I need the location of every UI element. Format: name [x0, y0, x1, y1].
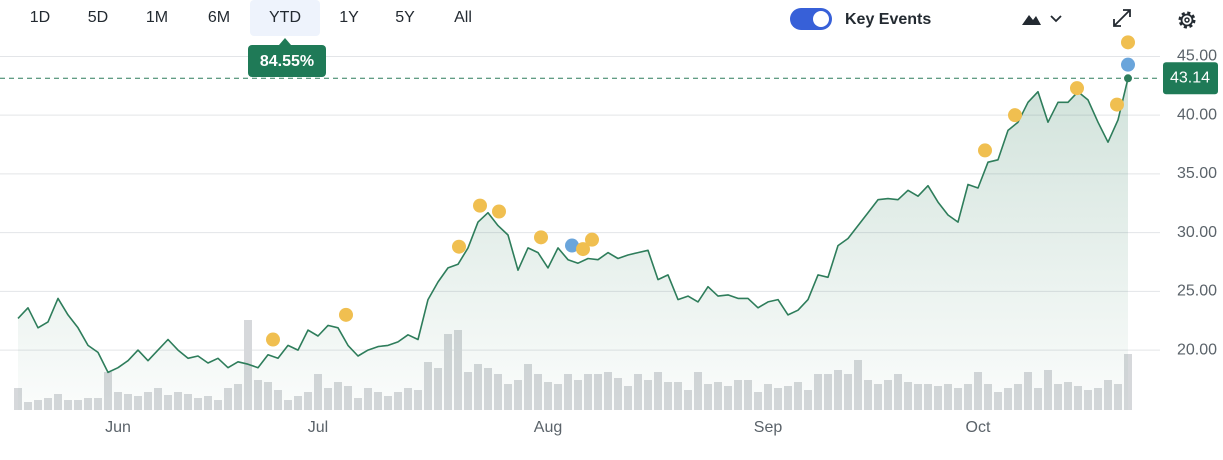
x-tick-label: Oct: [966, 419, 991, 436]
last-point: [1124, 74, 1132, 83]
gear-hub[interactable]: [1184, 17, 1190, 23]
range-button[interactable]: 1Y: [339, 9, 359, 26]
range-button[interactable]: All: [454, 9, 472, 26]
range-button[interactable]: 1D: [30, 9, 50, 26]
y-tick-label: 40.00: [1177, 106, 1217, 123]
y-tick-label: 20.00: [1177, 341, 1217, 358]
expand-button[interactable]: [1113, 9, 1131, 27]
x-tick-label: Jul: [308, 419, 328, 436]
key-events-label[interactable]: Key Events: [845, 11, 931, 28]
settings-button[interactable]: [1178, 11, 1196, 29]
area-fill: [18, 78, 1128, 411]
y-tick-label: 30.00: [1177, 224, 1217, 241]
event-dot[interactable]: [1121, 35, 1135, 50]
event-dot[interactable]: [1121, 57, 1135, 72]
event-dot[interactable]: [492, 204, 506, 219]
toggle-knob[interactable]: [813, 11, 829, 27]
range-button[interactable]: 5Y: [395, 9, 415, 26]
event-dot[interactable]: [1070, 81, 1084, 96]
y-tick-label: 45.00: [1177, 48, 1217, 65]
range-button[interactable]: 6M: [208, 9, 230, 26]
event-dot[interactable]: [1110, 97, 1124, 112]
x-tick-label: Jun: [105, 419, 131, 436]
event-dot[interactable]: [339, 307, 353, 322]
chevron-icon[interactable]: [1050, 15, 1062, 23]
badge-pointer: [279, 38, 291, 45]
chart-type-button[interactable]: [1022, 15, 1062, 25]
event-dot[interactable]: [585, 232, 599, 247]
event-dot[interactable]: [978, 143, 992, 158]
expand-icon[interactable]: [1113, 9, 1131, 27]
gear-teeth[interactable]: [1178, 11, 1196, 29]
event-dot[interactable]: [1008, 108, 1022, 123]
range-button[interactable]: YTD: [269, 9, 301, 26]
range-button[interactable]: 1M: [146, 9, 168, 26]
event-dot[interactable]: [576, 242, 590, 257]
range-selected-bg[interactable]: [250, 0, 320, 36]
x-tick-label: Sep: [754, 419, 783, 436]
price-tag-label: 43.14: [1170, 70, 1210, 87]
event-dot[interactable]: [266, 332, 280, 347]
y-tick-label: 35.00: [1177, 165, 1217, 182]
event-dot[interactable]: [565, 238, 579, 253]
price-tag: [1163, 62, 1218, 95]
mountain-icon[interactable]: [1022, 15, 1041, 25]
event-dot[interactable]: [473, 198, 487, 213]
change-label: 84.55%: [260, 53, 314, 70]
event-dot[interactable]: [534, 230, 548, 245]
event-dot[interactable]: [452, 239, 466, 254]
gear-ring[interactable]: [1180, 13, 1194, 27]
range-button[interactable]: 5D: [88, 9, 108, 26]
price-line: [17, 78, 1129, 374]
change-badge: [248, 45, 326, 77]
y-tick-label: 25.00: [1177, 283, 1217, 300]
x-tick-label: Aug: [534, 419, 562, 436]
key-events-toggle[interactable]: [790, 8, 832, 30]
